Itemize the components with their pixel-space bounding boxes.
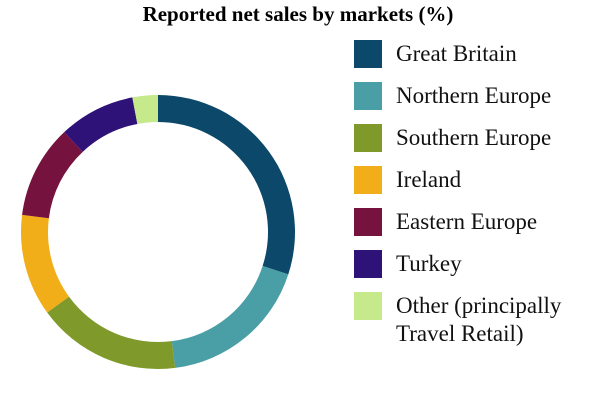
legend-swatch <box>354 40 382 68</box>
legend-swatch <box>354 208 382 236</box>
legend-item: Northern Europe <box>354 82 600 110</box>
legend-item: Southern Europe <box>354 124 600 152</box>
donut-segment <box>47 296 176 369</box>
legend-swatch <box>354 124 382 152</box>
donut-segment <box>20 214 70 313</box>
legend-label: Eastern Europe <box>396 209 538 234</box>
legend-item: Ireland <box>354 166 600 194</box>
legend-swatch <box>354 82 382 110</box>
legend-item: Other (principally Travel Retail) <box>354 292 600 348</box>
legend-swatch <box>354 250 382 278</box>
donut-segment <box>64 97 138 152</box>
chart-title: Reported net sales by markets (%) <box>143 2 454 26</box>
legend-label: Southern Europe <box>396 125 552 150</box>
donut-segment <box>132 95 158 124</box>
legend-swatch <box>354 166 382 194</box>
legend: Great Britain Northern Europe Southern Eur… <box>354 40 600 362</box>
donut-segment <box>171 265 289 368</box>
legend-label: Great Britain <box>396 41 517 66</box>
legend-label: Northern Europe <box>396 83 552 108</box>
donut-segment <box>22 132 83 219</box>
legend-swatch <box>354 292 382 320</box>
legend-label: Other (principally Travel Retail) <box>396 293 562 346</box>
legend-label: Ireland <box>396 167 462 192</box>
legend-item: Turkey <box>354 250 600 278</box>
legend-item: Great Britain <box>354 40 600 68</box>
legend-label: Turkey <box>396 251 462 276</box>
legend-item: Eastern Europe <box>354 208 600 236</box>
donut-segment <box>158 95 295 275</box>
